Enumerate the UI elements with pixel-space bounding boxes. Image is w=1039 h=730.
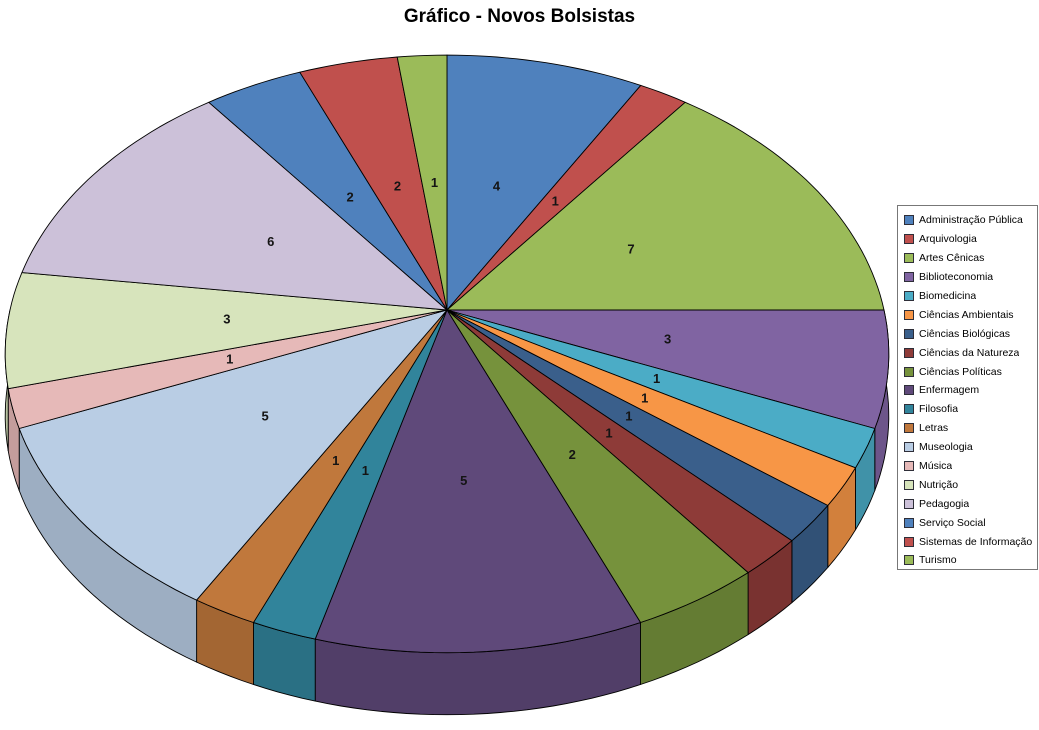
legend-label: Letras	[919, 422, 949, 435]
slice-value-label: 5	[460, 473, 467, 488]
legend-item-15[interactable]: Nutrição	[904, 475, 1035, 494]
legend-label: Música	[919, 460, 953, 473]
slice-value-label: 4	[493, 178, 501, 193]
legend-swatch	[904, 555, 914, 566]
legend-label: Ciências da Natureza	[919, 346, 1020, 359]
legend-label: Biblioteconomia	[919, 271, 994, 284]
legend-label: Enfermagem	[919, 384, 980, 397]
legend-swatch	[904, 479, 914, 490]
pie-slice-13[interactable]	[18, 309, 448, 601]
slice-value-label: 6	[267, 234, 274, 249]
legend-label: Museologia	[919, 441, 973, 454]
pie-slice-1[interactable]	[446, 54, 642, 311]
legend-item-8[interactable]: Ciências da Natureza	[904, 343, 1035, 362]
legend-item-2[interactable]: Arquivologia	[904, 230, 1035, 249]
legend-item-10[interactable]: Enfermagem	[904, 381, 1035, 400]
pie-slice-15[interactable]	[4, 272, 448, 390]
legend-item-13[interactable]: Museologia	[904, 438, 1035, 457]
slice-value-label: 1	[641, 390, 648, 405]
legend-swatch	[904, 517, 914, 528]
legend-swatch	[904, 442, 914, 453]
legend-label: Sistemas de Informação	[919, 535, 1033, 548]
pie-slice-7[interactable]	[446, 309, 829, 542]
legend: Administração Pública Arquivologia Artes…	[897, 205, 1038, 570]
legend-label: Pedagogia	[919, 497, 970, 510]
chart-title: Gráfico - Novos Bolsistas	[403, 6, 636, 27]
slice-value-label: 5	[261, 409, 268, 424]
slice-value-label: 1	[226, 351, 233, 366]
legend-item-1[interactable]: Administração Pública	[904, 211, 1035, 230]
pie-slice-12[interactable]	[196, 309, 448, 623]
legend-item-7[interactable]: Ciências Biológicas	[904, 324, 1035, 343]
legend-swatch	[904, 272, 914, 283]
pie-slice-17[interactable]	[208, 71, 448, 311]
legend-swatch	[904, 385, 914, 396]
legend-label: Biomedicina	[919, 290, 977, 302]
legend-swatch	[904, 423, 914, 434]
slice-value-label: 1	[431, 175, 438, 190]
slice-value-label: 2	[346, 190, 353, 205]
legend-label: Ciências Políticas	[919, 365, 1002, 378]
legend-item-9[interactable]: Ciências Políticas	[904, 362, 1035, 381]
slice-value-label: 1	[653, 371, 660, 386]
pie-slice-4[interactable]	[446, 309, 890, 429]
legend-swatch	[904, 309, 914, 320]
pie-slice-8[interactable]	[446, 309, 793, 574]
slice-value-label: 3	[664, 331, 671, 346]
pie-slice-16[interactable]	[21, 101, 448, 311]
legend-item-5[interactable]: Biomedicina	[904, 287, 1035, 306]
slice-value-label: 2	[394, 178, 401, 193]
pie-slice-19[interactable]	[396, 54, 448, 311]
legend-label: Serviço Social	[919, 516, 986, 529]
legend-item-19[interactable]: Turismo	[904, 551, 1035, 570]
legend-swatch	[904, 461, 914, 472]
legend-label: Arquivologia	[919, 233, 977, 246]
legend-swatch	[904, 328, 914, 339]
legend-item-18[interactable]: Sistemas de Informação	[904, 532, 1035, 551]
legend-label: Turismo	[919, 554, 957, 567]
legend-label: Artes Cênicas	[919, 252, 985, 265]
legend-swatch	[904, 347, 914, 358]
legend-swatch	[904, 536, 914, 547]
legend-swatch	[904, 498, 914, 509]
slice-value-label: 3	[223, 312, 230, 327]
slice-value-label: 2	[569, 447, 576, 462]
legend-swatch	[904, 215, 914, 226]
pie-slice-10[interactable]	[314, 309, 641, 654]
slice-value-label: 1	[552, 194, 559, 209]
pie-slice-9[interactable]	[446, 309, 749, 623]
pie-slice-14[interactable]	[7, 309, 448, 429]
legend-item-11[interactable]: Filosofia	[904, 400, 1035, 419]
legend-label: Ciências Ambientais	[919, 308, 1014, 321]
slice-value-label: 1	[362, 463, 369, 478]
legend-item-17[interactable]: Serviço Social	[904, 513, 1035, 532]
slice-value-label: 7	[627, 241, 634, 256]
pie-slice-6[interactable]	[446, 309, 856, 506]
legend-label: Filosofia	[919, 403, 959, 416]
legend-item-6[interactable]: Ciências Ambientais	[904, 305, 1035, 324]
legend-swatch	[904, 253, 914, 264]
legend-item-3[interactable]: Artes Cênicas	[904, 249, 1035, 268]
legend-item-14[interactable]: Música	[904, 457, 1035, 476]
slice-value-label: 1	[625, 409, 632, 424]
legend-swatch	[904, 291, 914, 301]
legend-item-4[interactable]: Biblioteconomia	[904, 268, 1035, 287]
legend-swatch	[904, 234, 914, 245]
legend-label: Nutrição	[919, 478, 959, 491]
legend-label: Ciências Biológicas	[919, 327, 1011, 340]
legend-swatch	[904, 404, 914, 415]
slice-value-label: 1	[332, 453, 339, 468]
slice-value-label: 1	[605, 426, 612, 441]
pie-slice-5[interactable]	[446, 309, 876, 469]
legend-label: Administração Pública	[919, 214, 1023, 227]
pie-slice-11[interactable]	[253, 309, 448, 640]
pie-slice-3[interactable]	[446, 101, 885, 311]
legend-item-16[interactable]: Pedagogia	[904, 494, 1035, 513]
legend-item-12[interactable]: Letras	[904, 419, 1035, 438]
pie-slice-2[interactable]	[446, 84, 686, 311]
legend-swatch	[904, 366, 914, 377]
pie-slice-18[interactable]	[299, 56, 448, 311]
